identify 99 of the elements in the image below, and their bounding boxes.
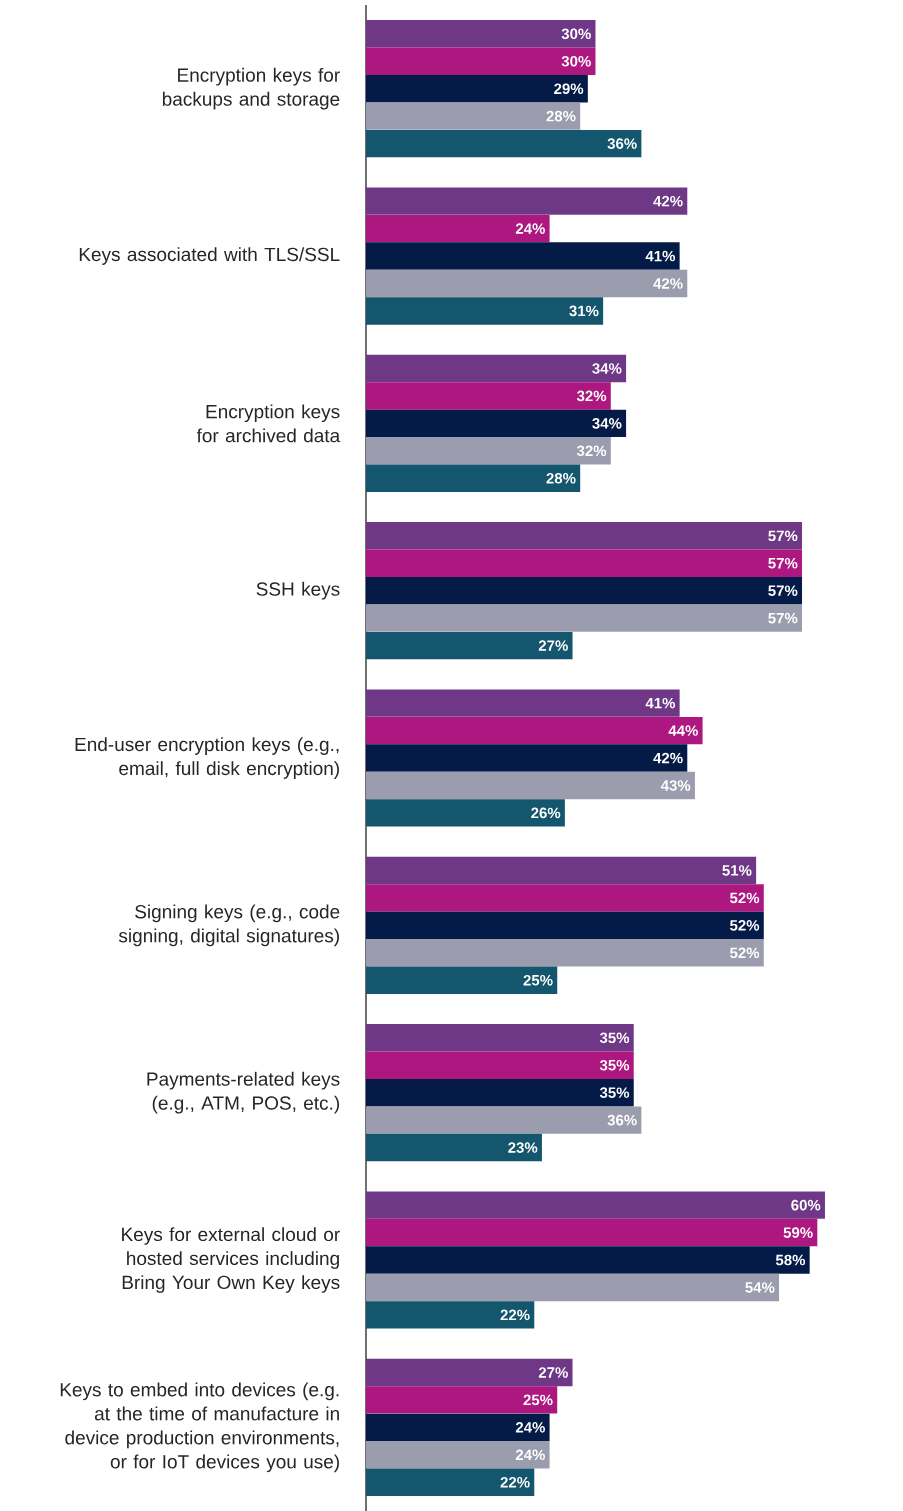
data-label: 22%	[500, 1476, 530, 1488]
data-label: 51%	[722, 865, 752, 876]
bar	[366, 966, 558, 994]
bar	[366, 1024, 634, 1052]
bar	[366, 604, 803, 632]
bar	[366, 1468, 535, 1496]
data-label: 35%	[599, 1059, 630, 1071]
bar	[366, 1106, 642, 1134]
data-label: 30%	[561, 28, 591, 40]
data-label: 26%	[531, 807, 561, 819]
y-tick-label: Keys for external cloud or hosted services including Bring Your Own Key keys	[122, 1227, 340, 1293]
data-label: 57%	[768, 585, 798, 596]
data-label: 30%	[561, 55, 591, 67]
bar	[366, 129, 642, 158]
data-label: 28%	[546, 472, 576, 484]
data-label: 42%	[653, 278, 683, 289]
y-tick-label: SSH keys	[256, 581, 340, 600]
data-label: 22%	[500, 1309, 530, 1321]
bar	[366, 1051, 634, 1079]
data-label: 41%	[645, 697, 676, 709]
data-label: 42%	[653, 752, 683, 764]
bar	[366, 1301, 535, 1329]
data-label: 60%	[791, 1199, 821, 1211]
bar	[366, 689, 680, 717]
bar	[366, 744, 688, 772]
data-label: 29%	[554, 83, 584, 95]
y-tick-label: Keys associated with TLS/SSL	[79, 247, 340, 265]
bar	[366, 187, 688, 215]
bar	[366, 464, 581, 492]
data-label: 25%	[523, 1394, 553, 1406]
data-label: 57%	[768, 530, 798, 542]
data-label: 57%	[768, 557, 798, 569]
bar	[366, 771, 695, 800]
bar	[366, 631, 573, 660]
y-tick-label: Encryption keys for backups and storage	[162, 67, 340, 110]
bar	[366, 1218, 818, 1247]
data-label: 43%	[660, 780, 691, 791]
bar	[366, 1413, 550, 1442]
bar	[366, 911, 764, 940]
data-label: 27%	[538, 640, 568, 651]
bar	[366, 1133, 542, 1162]
data-label: 52%	[730, 947, 760, 959]
data-label: 36%	[607, 138, 637, 149]
bar	[366, 354, 627, 383]
bar	[366, 1358, 573, 1387]
bar	[366, 799, 565, 827]
data-label: 25%	[523, 974, 553, 986]
data-label: 27%	[538, 1367, 568, 1378]
data-label: 44%	[668, 725, 698, 736]
y-tick-label: Payments-related keys (e.g., ATM, POS, etc.)	[147, 1071, 340, 1114]
bar	[366, 1246, 810, 1274]
data-label: 28%	[546, 110, 576, 122]
bar	[366, 102, 581, 130]
data-label: 35%	[599, 1032, 630, 1044]
data-label: 24%	[515, 1422, 545, 1433]
bar	[366, 409, 627, 438]
data-label: 54%	[745, 1282, 775, 1293]
bar	[366, 437, 611, 465]
data-label: 32%	[576, 445, 607, 457]
data-label: 57%	[768, 612, 798, 624]
bar	[366, 939, 764, 967]
data-label: 52%	[730, 892, 760, 904]
bar	[366, 716, 703, 745]
y-tick-label: End-user encryption keys (e.g., email, full disk encryption)	[75, 737, 339, 779]
data-label: 52%	[730, 920, 760, 931]
data-label: 35%	[599, 1087, 630, 1099]
bar	[366, 1386, 558, 1414]
data-label: 42%	[653, 195, 683, 207]
bar	[366, 1441, 550, 1469]
bar	[366, 576, 803, 605]
bar	[366, 297, 604, 325]
bar	[366, 47, 596, 75]
bar	[366, 856, 757, 885]
bar	[366, 214, 550, 243]
data-label: 23%	[508, 1142, 538, 1153]
bar	[366, 549, 803, 577]
bar	[366, 884, 764, 912]
data-label: 58%	[775, 1254, 806, 1266]
bar	[366, 269, 688, 298]
y-tick-label: Signing keys (e.g., code signing, digital signatures)	[118, 904, 340, 947]
data-label: 41%	[645, 250, 676, 262]
data-label: 24%	[515, 1449, 545, 1461]
bar	[366, 522, 803, 550]
data-label: 24%	[515, 223, 545, 234]
y-tick-label: Encryption keys for archived data	[196, 404, 341, 443]
bar	[366, 1273, 780, 1302]
bar	[366, 75, 588, 103]
y-tick-label: Keys to embed into devices (e.g. at the time of manufacture in device production environments, or for IoT devices you use)	[60, 1382, 339, 1473]
bar	[366, 1078, 634, 1107]
data-label: 34%	[592, 363, 622, 374]
data-label: 31%	[569, 305, 599, 317]
bar	[366, 242, 680, 270]
data-label: 32%	[576, 390, 607, 402]
bar	[366, 382, 611, 410]
data-label: 36%	[607, 1114, 637, 1126]
bar	[366, 20, 596, 48]
data-label: 59%	[783, 1227, 813, 1238]
data-label: 34%	[592, 418, 622, 429]
bar	[366, 1191, 825, 1219]
